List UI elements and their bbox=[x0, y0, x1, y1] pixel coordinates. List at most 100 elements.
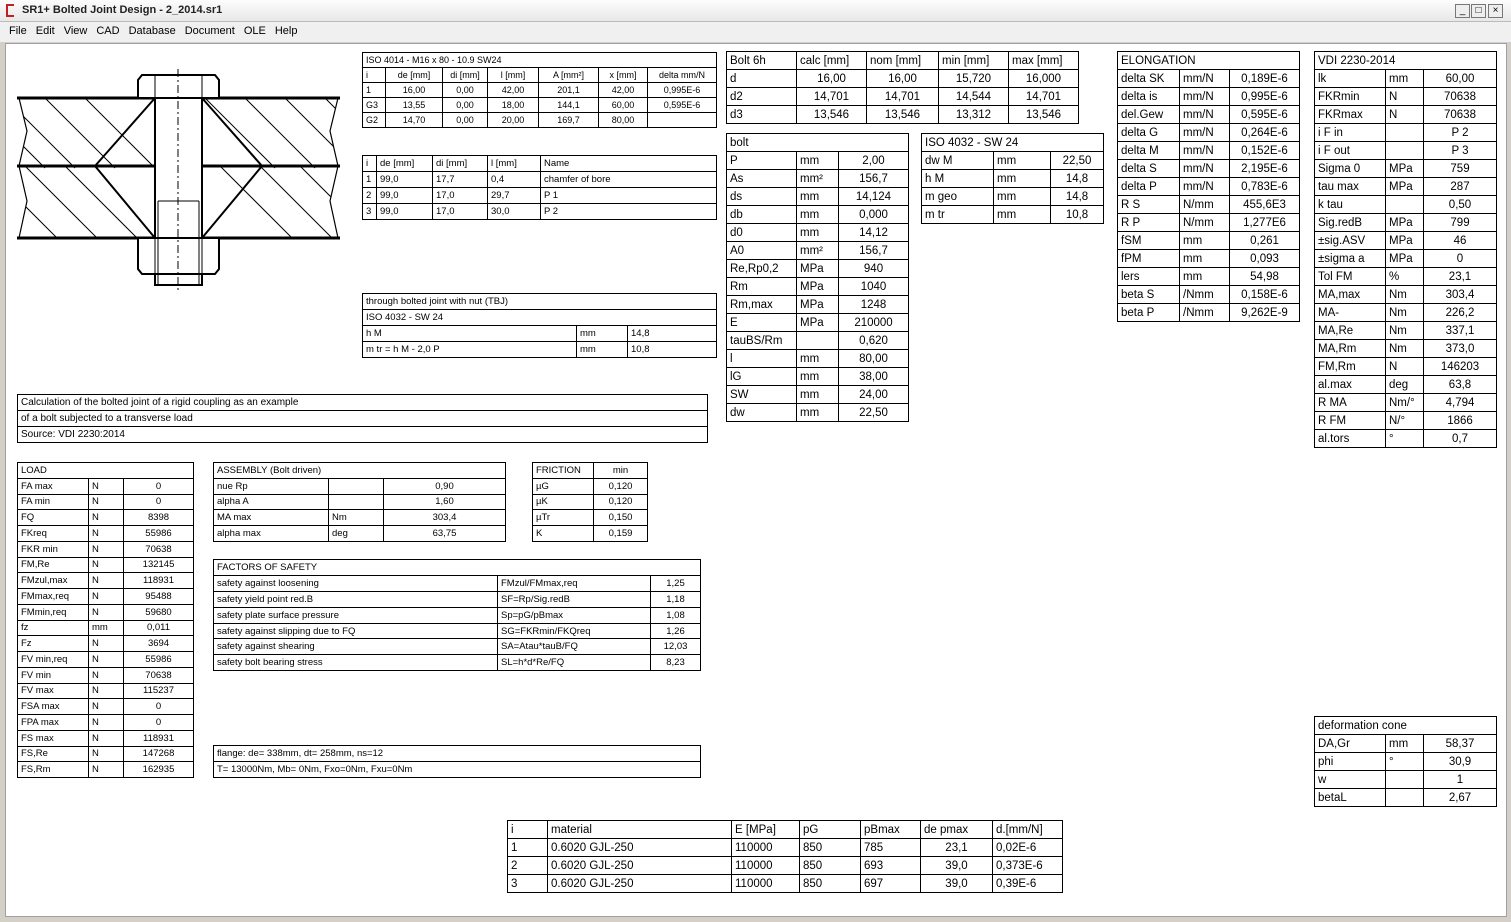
table-cell: N/° bbox=[1385, 411, 1424, 430]
table-row: ISO 4014 - M16 x 80 - 10.9 SW24 bbox=[361, 52, 718, 68]
table-cell: 0,152E-6 bbox=[1229, 141, 1300, 160]
minimize-button[interactable]: _ bbox=[1455, 4, 1470, 18]
table-cell: N bbox=[88, 588, 124, 605]
data-table: Bolt 6h calc [mm] nom [mm] min [mm] max [mm]… bbox=[726, 51, 1079, 124]
table-row: fSM mm 0,261 bbox=[1117, 231, 1300, 250]
table-cell: R FM bbox=[1314, 411, 1386, 430]
table-row: FPA max N 0 bbox=[17, 714, 195, 731]
table-cell: MPa bbox=[796, 313, 839, 332]
table-row: betaL 2,67 bbox=[1314, 788, 1498, 807]
table-row: m geo mm 14,8 bbox=[921, 187, 1105, 206]
table-cell: pG bbox=[799, 820, 861, 839]
table-row: FQ N 8398 bbox=[17, 509, 195, 526]
table-cell: mm bbox=[993, 169, 1051, 188]
table-cell: Nm bbox=[328, 509, 384, 526]
table-cell: 0,995E-6 bbox=[646, 82, 718, 98]
table-cell: As bbox=[726, 169, 797, 188]
table-cell: N bbox=[88, 714, 124, 731]
table-cell: 1040 bbox=[838, 277, 909, 296]
table-cell: 759 bbox=[1423, 159, 1497, 178]
table-cell: h M bbox=[921, 169, 994, 188]
table-row: ISO 4032 - SW 24 bbox=[361, 309, 718, 326]
menu-item[interactable]: Help bbox=[274, 25, 298, 37]
data-table: ELONGATION delta SK mm/N 0,189E-6 delta is mm… bbox=[1117, 51, 1300, 322]
table-cell: N bbox=[88, 666, 124, 684]
data-table: i de [mm] di [mm] l [mm] Name 1 99,0 17,7 0,4 cha… bbox=[362, 155, 717, 220]
table-row: safety yield point red.B SF=Rp/Sig.redB 1,… bbox=[213, 590, 702, 608]
table-cell: N bbox=[88, 729, 124, 747]
table-cell: 23,1 bbox=[1423, 267, 1497, 286]
table-cell: 99,0 bbox=[376, 171, 433, 188]
table-cell: i F out bbox=[1314, 141, 1386, 160]
table-row: G3 13,55 0,00 18,00 144,1 60,00 0,595E-6 bbox=[362, 97, 718, 113]
table-row: Fz N 3694 bbox=[17, 635, 195, 652]
table-cell: /Nmm bbox=[1179, 303, 1230, 322]
menu-item[interactable]: CAD bbox=[96, 25, 120, 37]
table-cell bbox=[328, 477, 384, 495]
table-cell: 118931 bbox=[122, 572, 195, 589]
table-row: FKRmin N 70638 bbox=[1314, 87, 1497, 106]
table-row: ±sig.ASV MPa 46 bbox=[1314, 231, 1497, 250]
table-cell: 455,6E3 bbox=[1229, 195, 1300, 214]
table-cell: mm bbox=[796, 367, 839, 386]
table-cell: 0,150 bbox=[593, 509, 648, 526]
table-cell: 1,277E6 bbox=[1229, 213, 1300, 232]
table-cell: MA,Re bbox=[1314, 321, 1386, 340]
table-cell: delta SK bbox=[1117, 69, 1180, 88]
table-cell: 70638 bbox=[1423, 105, 1497, 124]
menu-item[interactable]: Document bbox=[184, 25, 235, 37]
table-cell: 22,50 bbox=[838, 403, 909, 422]
table-cell: 20,00 bbox=[487, 112, 539, 128]
table-panel: i material E [MPa] pG pBmax de pmax d.[mm/N] 1 0… bbox=[507, 820, 1063, 893]
table-cell: FMmax,req bbox=[17, 588, 89, 605]
menu-item[interactable]: Edit bbox=[35, 25, 55, 37]
table-cell: 14,701 bbox=[796, 87, 867, 106]
table-panel: ELONGATION delta SK mm/N 0,189E-6 delta is mm… bbox=[1117, 51, 1300, 322]
table-cell: MPa bbox=[796, 259, 839, 278]
table-cell bbox=[1385, 788, 1424, 807]
table-row: i F in P 2 bbox=[1314, 123, 1497, 142]
table-cell: 3 bbox=[362, 203, 377, 220]
table-row: Rm MPa 1040 bbox=[726, 277, 909, 296]
table-cell bbox=[328, 493, 384, 511]
maximize-button[interactable]: □ bbox=[1471, 4, 1486, 18]
table-row: A0 mm² 156,7 bbox=[726, 241, 909, 260]
table-cell: mm bbox=[993, 151, 1051, 170]
table-row: FV max N 115237 bbox=[17, 682, 195, 700]
table-row: safety against loosening FMzul/FMmax,req 1… bbox=[213, 574, 702, 592]
table-cell: d2 bbox=[726, 87, 797, 106]
menu-item[interactable]: File bbox=[9, 25, 27, 37]
table-cell: Nm bbox=[1385, 321, 1424, 340]
table-cell: deformation cone bbox=[1313, 716, 1498, 735]
table-row: G2 14,70 0,00 20,00 169,7 80,00 bbox=[362, 112, 718, 128]
table-cell: 1,18 bbox=[649, 590, 702, 608]
table-cell: 0,159 bbox=[593, 525, 648, 542]
menu-item[interactable]: View bbox=[63, 25, 88, 37]
menu-item[interactable]: Database bbox=[128, 25, 176, 37]
table-cell: mm bbox=[1179, 231, 1230, 250]
table-row: 3 0.6020 GJL-250 110000 850 697 39,0 0,39E-6 bbox=[507, 874, 1063, 893]
table-cell: 1248 bbox=[838, 295, 909, 314]
table-cell: mm bbox=[796, 403, 839, 422]
table-cell: Calculation of the bolted joint of a rig… bbox=[17, 394, 708, 411]
table-cell: A [mm²] bbox=[538, 67, 599, 83]
table-cell: 303,4 bbox=[382, 509, 507, 526]
table-cell: delta G bbox=[1117, 123, 1180, 142]
menu-item[interactable]: OLE bbox=[243, 25, 266, 37]
table-cell: 22,50 bbox=[1049, 151, 1105, 170]
table-cell: 799 bbox=[1423, 213, 1497, 232]
table-row: safety plate surface pressure Sp=pG/pBmax… bbox=[213, 606, 702, 624]
table-row: through bolted joint with nut (TBJ) bbox=[361, 293, 718, 310]
table-row: i material E [MPa] pG pBmax de pmax d.[mm/N] bbox=[507, 820, 1063, 839]
table-cell: SF=Rp/Sig.redB bbox=[497, 590, 651, 608]
close-button[interactable]: × bbox=[1488, 4, 1503, 18]
table-row: ASSEMBLY (Bolt driven) bbox=[212, 462, 507, 479]
table-cell: 14,70 bbox=[385, 112, 443, 128]
table-cell: mm/N bbox=[1179, 123, 1230, 142]
table-cell: mm/N bbox=[1179, 141, 1230, 160]
table-cell: l bbox=[726, 349, 797, 368]
table-cell: SL=h*d*Re/FQ bbox=[497, 654, 651, 672]
table-cell: 2,00 bbox=[838, 151, 909, 170]
table-row: SW mm 24,00 bbox=[726, 385, 909, 404]
